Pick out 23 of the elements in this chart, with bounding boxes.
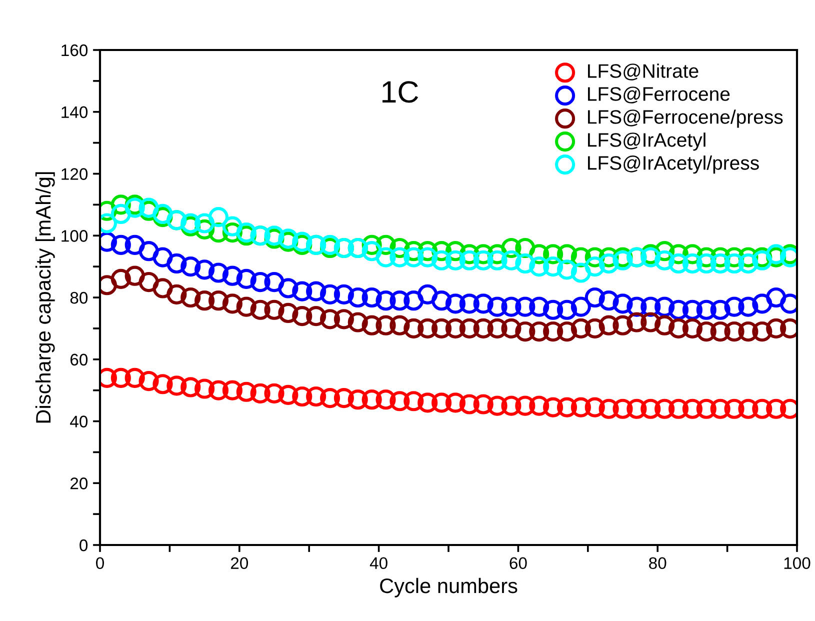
x-tick-label: 20 xyxy=(230,557,248,570)
y-tick-label: 0 xyxy=(80,539,88,552)
y-tick-label: 40 xyxy=(70,416,88,428)
y-tick-label: 160 xyxy=(62,44,88,56)
x-tick-label: 100 xyxy=(784,557,810,570)
y-tick-label: 100 xyxy=(62,230,88,242)
legend-label: LFS@Nitrate xyxy=(588,64,698,80)
y-tick-label: 120 xyxy=(62,168,88,180)
legend-label: LFS@IrAcetyl xyxy=(588,132,706,151)
x-axis-title: Cycle numbers xyxy=(380,578,518,598)
y-tick-label: 140 xyxy=(62,106,88,118)
y-tick-label: 60 xyxy=(70,354,88,366)
legend-label: LFS@Ferrocene xyxy=(588,86,730,104)
y-tick-label: 20 xyxy=(70,478,88,490)
legend-label: LFS@Ferrocene/press xyxy=(588,110,783,128)
x-tick-label: 60 xyxy=(510,557,527,570)
legend-label: LFS@IrAcetyl/press xyxy=(588,156,759,174)
x-tick-label: 0 xyxy=(96,557,104,570)
x-tick-label: 40 xyxy=(370,557,388,570)
annotation: 1C xyxy=(382,81,418,103)
x-tick-label: 80 xyxy=(649,557,666,570)
y-tick-label: 80 xyxy=(70,292,88,304)
y-axis-title: Discharge capacity [mAh/g] xyxy=(35,172,55,423)
